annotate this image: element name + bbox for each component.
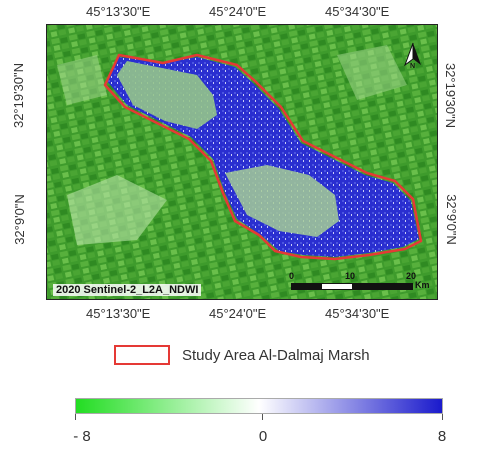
colorbar-label-max: 8 <box>437 428 447 445</box>
marsh-vegetation-west <box>117 61 217 129</box>
ndwi-colorbar <box>75 398 443 414</box>
scale-unit: Km <box>415 280 430 290</box>
colorbar-tick-mid <box>262 414 263 420</box>
ndwi-map: N 2020 Sentinel-2_L2A_NDWI 0 10 20 Km <box>46 24 438 300</box>
right-tick-lat-1: 32°19'30"N <box>443 62 459 129</box>
bright-field-patch <box>337 45 407 100</box>
bottom-tick-lon-3: 45°34'30"E <box>325 306 390 321</box>
scale-bar: 0 10 20 Km <box>289 271 431 295</box>
colorbar-label-mid: 0 <box>258 428 268 445</box>
colorbar-tick-min <box>75 414 76 420</box>
svg-text:N: N <box>410 63 415 69</box>
bright-field-patch <box>57 55 107 105</box>
top-tick-lon-3: 45°34'30"E <box>325 4 390 19</box>
bright-field-patch <box>67 175 167 245</box>
study-area-boundary <box>103 53 423 261</box>
study-area-legend-swatch <box>114 345 170 365</box>
scale-value-0: 0 <box>289 271 295 281</box>
scale-value-10: 10 <box>345 271 356 281</box>
colorbar-label-min: - 8 <box>73 428 91 445</box>
map-canvas <box>47 25 437 299</box>
image-source-label: 2020 Sentinel-2_L2A_NDWI <box>53 284 202 296</box>
left-tick-lat-2: 32°9'0"N <box>11 194 27 245</box>
bottom-tick-lon-1: 45°13'30"E <box>86 306 151 321</box>
north-arrow-icon: N <box>401 41 425 69</box>
scale-bar-track <box>291 283 413 290</box>
bottom-tick-lon-2: 45°24'0"E <box>209 306 267 321</box>
colorbar-tick-max <box>442 414 443 420</box>
right-tick-lat-2: 32°9'0"N <box>443 194 459 245</box>
top-tick-lon-2: 45°24'0"E <box>209 4 267 19</box>
left-tick-lat-1: 32°19'30"N <box>11 62 27 129</box>
top-tick-lon-1: 45°13'30"E <box>86 4 151 19</box>
study-area-legend-label: Study Area Al-Dalmaj Marsh <box>182 347 370 364</box>
marsh-vegetation-center <box>225 165 339 237</box>
scale-value-20: 20 <box>406 271 417 281</box>
